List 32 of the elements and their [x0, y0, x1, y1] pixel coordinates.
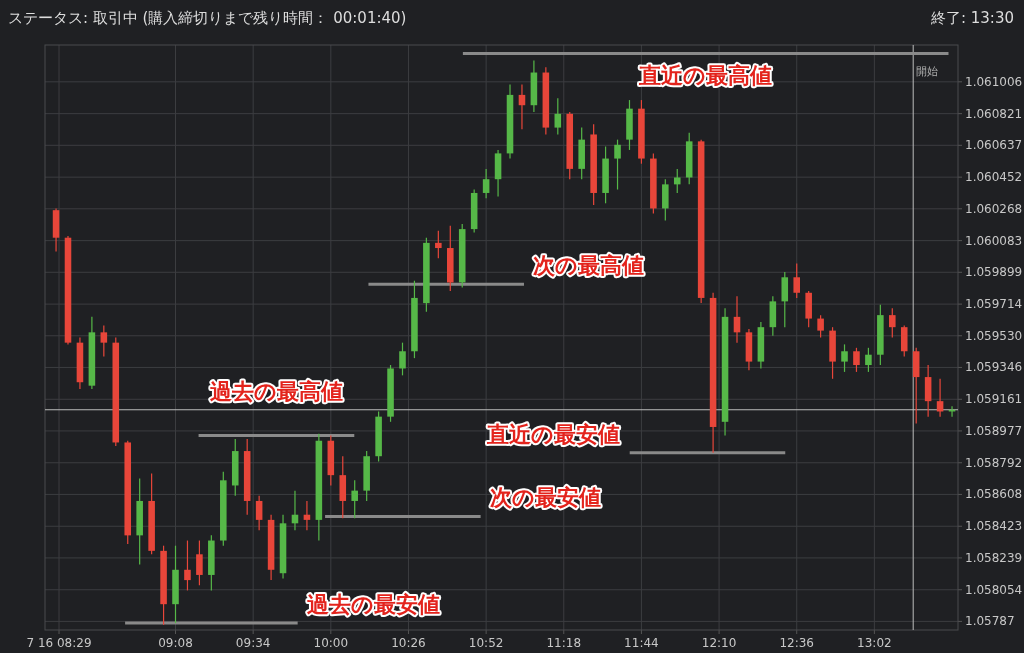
y-tick-label: 1.059530 — [965, 328, 1023, 343]
y-tick-label: 1.058423 — [965, 519, 1023, 534]
y-tick-label: 1.060452 — [965, 170, 1023, 185]
y-tick-label: 1.059346 — [965, 360, 1023, 375]
x-tick-label: 09:08 — [158, 636, 193, 650]
y-tick-label: 1.060268 — [965, 201, 1023, 216]
y-tick-label: 1.059161 — [965, 392, 1023, 407]
y-tick-label: 1.058977 — [965, 423, 1023, 438]
x-tick-label: 09:34 — [235, 636, 271, 650]
x-tick-label: 7 16 08:29 — [26, 636, 92, 650]
x-tick-label: 12:10 — [701, 636, 737, 650]
chart-subtitle: 終了: 13:30 — [929, 9, 1014, 27]
y-tick-label: 1.059714 — [965, 297, 1023, 312]
y-tick-label: 1.060821 — [965, 106, 1023, 121]
x-tick-label: 11:18 — [546, 636, 582, 650]
ref-line-label: 開始 — [916, 65, 939, 78]
x-tick-label: 10:26 — [391, 636, 426, 650]
x-tick-label: 10:52 — [468, 636, 504, 650]
chart-title: ステータス: 取引中 (購入締切りまで残り時間： 00:01:40) — [8, 9, 407, 27]
x-tick-label: 11:44 — [624, 636, 659, 650]
x-tick-label: 13:02 — [857, 636, 892, 650]
x-tick-label: 10:00 — [313, 636, 349, 650]
y-tick-label: 1.058792 — [965, 455, 1023, 470]
y-tick-label: 1.059899 — [965, 265, 1023, 280]
y-tick-label: 1.058239 — [965, 550, 1023, 565]
y-tick-label: 1.061006 — [965, 74, 1023, 89]
y-tick-label: 1.05787 — [965, 614, 1015, 629]
y-tick-label: 1.058054 — [965, 582, 1023, 597]
y-tick-label: 1.060637 — [965, 138, 1023, 153]
x-tick-label: 12:36 — [779, 636, 815, 650]
y-tick-label: 1.060083 — [965, 233, 1023, 248]
y-tick-label: 1.058608 — [965, 487, 1023, 502]
